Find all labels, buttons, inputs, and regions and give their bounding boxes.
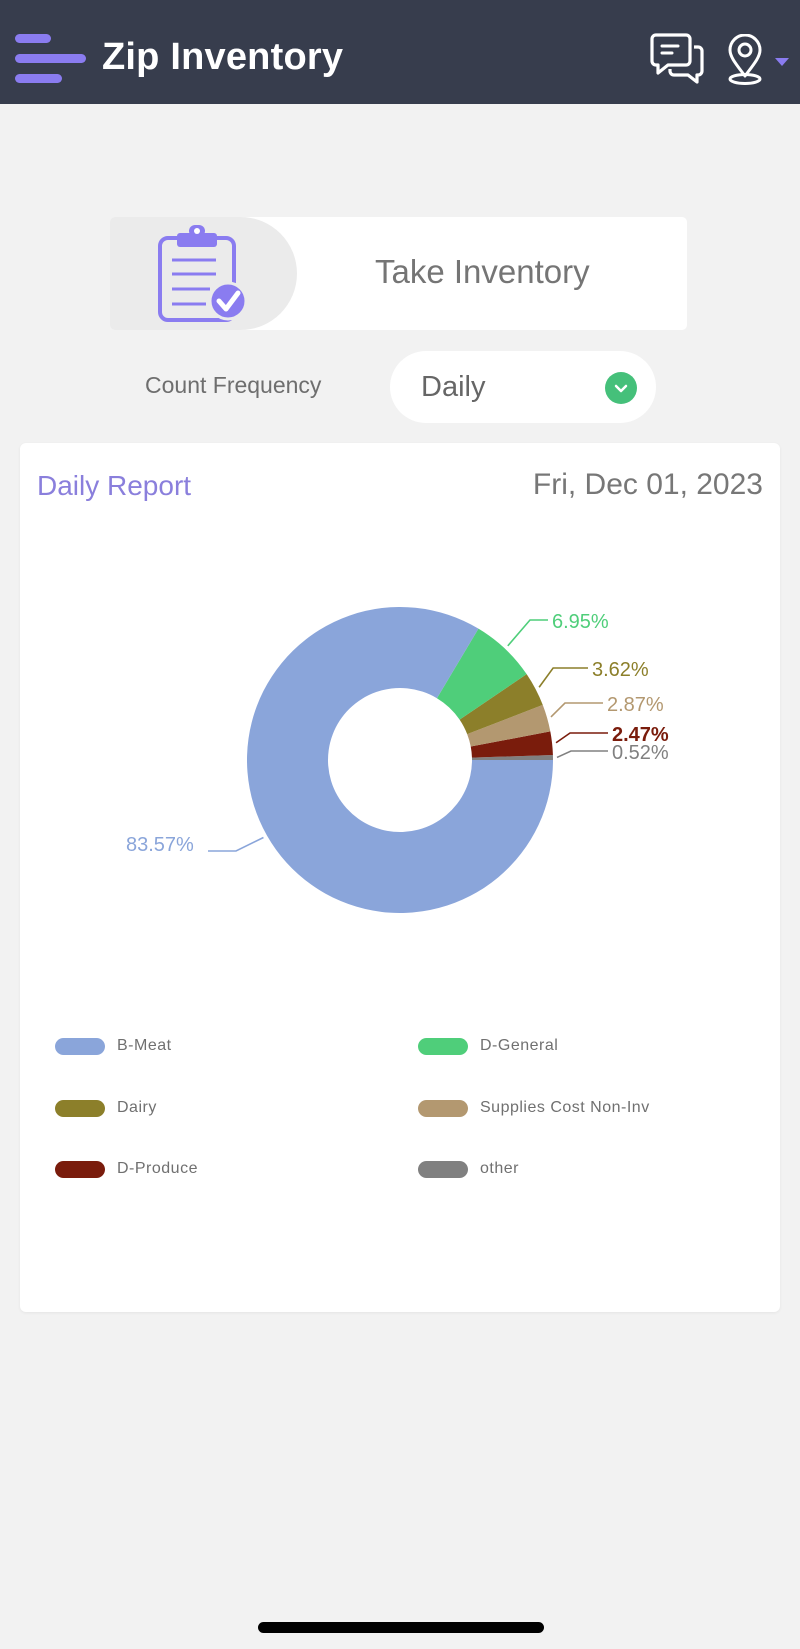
donut-slice[interactable] <box>459 674 543 735</box>
legend-item[interactable]: other <box>418 1159 519 1179</box>
map-pin-icon <box>728 33 762 85</box>
legend-swatch <box>55 1099 105 1117</box>
donut-slice[interactable] <box>471 755 553 760</box>
leader-line <box>538 667 588 688</box>
slice-percent-label: 83.57% <box>126 834 194 856</box>
menu-line <box>15 54 86 63</box>
app-title: Zip Inventory <box>102 36 344 78</box>
donut-slice[interactable] <box>467 704 551 747</box>
leader-line <box>208 836 264 852</box>
slice-percent-label: 3.62% <box>592 659 649 681</box>
legend-swatch <box>418 1160 468 1178</box>
clipboard-check-icon <box>158 225 248 322</box>
count-frequency-value: Daily <box>421 371 486 403</box>
count-frequency-label: Count Frequency <box>145 372 322 398</box>
legend-swatch <box>418 1099 468 1117</box>
chevron-down-icon[interactable] <box>605 372 637 404</box>
chat-bubbles-icon[interactable] <box>650 32 706 84</box>
leader-line <box>555 732 608 744</box>
report-date: Fri, Dec 01, 2023 <box>532 468 763 501</box>
donut-chart: 0.52%2.47% 2.87% 3.62% 6.95% 83.57% <box>126 607 669 913</box>
menu-line <box>15 34 51 43</box>
donut-slice[interactable] <box>436 628 527 720</box>
take-inventory-icon-container <box>110 217 297 330</box>
legend-item[interactable]: Supplies Cost Non-Inv <box>418 1098 650 1118</box>
home-indicator <box>258 1622 544 1633</box>
leader-line <box>550 702 603 718</box>
legend-item[interactable]: Dairy <box>55 1098 157 1118</box>
count-frequency-select[interactable]: Daily <box>390 351 656 423</box>
take-inventory-label: Take Inventory <box>375 253 590 290</box>
leader-line <box>556 750 608 759</box>
legend-item[interactable]: D-Produce <box>55 1159 198 1179</box>
slice-percent-label: 0.52% <box>612 742 669 764</box>
legend-item[interactable]: B-Meat <box>55 1036 172 1056</box>
slice-percent-label: 6.95% <box>552 611 609 633</box>
menu-line <box>15 74 62 83</box>
leader-line <box>507 619 548 647</box>
donut-slice[interactable] <box>470 731 553 758</box>
donut-slice[interactable] <box>247 607 553 913</box>
legend-swatch <box>55 1037 105 1055</box>
slice-percent-label: 2.47% <box>612 724 669 746</box>
location-selector[interactable] <box>722 33 792 86</box>
legend-item[interactable]: D-General <box>418 1036 558 1056</box>
take-inventory-button[interactable]: Take Inventory <box>110 217 687 330</box>
dropdown-caret-icon <box>775 58 789 66</box>
hamburger-menu-icon[interactable] <box>15 34 87 84</box>
report-title: Daily Report <box>37 470 192 501</box>
top-app-bar: Zip Inventory <box>0 0 800 104</box>
legend-swatch <box>418 1037 468 1055</box>
slice-percent-label: 2.87% <box>607 694 664 716</box>
legend-swatch <box>55 1160 105 1178</box>
